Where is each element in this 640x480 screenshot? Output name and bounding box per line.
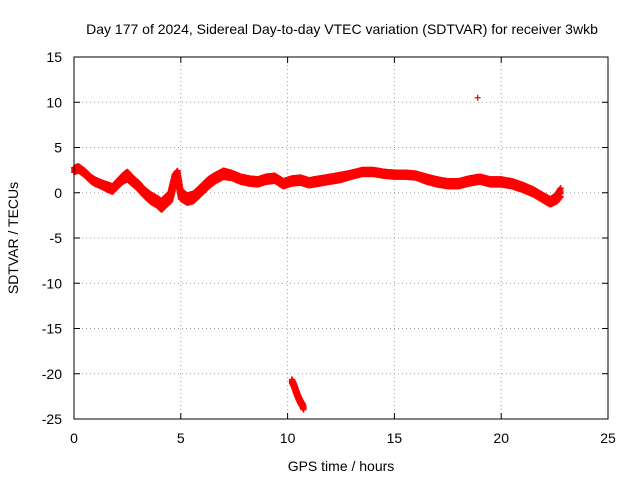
series-negative-excursion	[288, 376, 307, 413]
y-tick-label: 10	[46, 94, 62, 110]
y-axis-label: SDTVAR / TECUs	[5, 182, 21, 294]
x-tick-label: 5	[177, 430, 185, 446]
x-tick-label: 0	[70, 430, 78, 446]
series-outlier	[474, 94, 481, 101]
y-tick-label: 5	[54, 140, 62, 156]
y-tick-label: -5	[50, 230, 63, 246]
series-main-band	[71, 163, 565, 213]
gridlines	[74, 57, 608, 419]
x-tick-label: 15	[387, 430, 403, 446]
y-tick-label: 0	[54, 185, 62, 201]
data-points	[71, 94, 565, 413]
y-tick-label: -15	[42, 321, 62, 337]
data-point	[300, 405, 307, 412]
x-tick-label: 20	[493, 430, 509, 446]
x-tick-label: 25	[600, 430, 616, 446]
x-axis-label: GPS time / hours	[288, 458, 395, 474]
x-tick-labels: 0 5 10 15 20 25	[70, 430, 616, 446]
plot-frame	[73, 56, 609, 420]
chart-title: Day 177 of 2024, Sidereal Day-to-day VTE…	[86, 21, 598, 37]
y-tick-label: -10	[42, 275, 62, 291]
y-tick-labels: -25 -20 -15 -10 -5 0 5 10 15	[42, 49, 62, 427]
data-point	[474, 94, 481, 101]
y-tick-label: -25	[42, 411, 62, 427]
y-tick-label: 15	[46, 49, 62, 65]
y-tick-label: -20	[42, 366, 62, 382]
data-point	[558, 188, 565, 195]
x-tick-label: 10	[280, 430, 296, 446]
